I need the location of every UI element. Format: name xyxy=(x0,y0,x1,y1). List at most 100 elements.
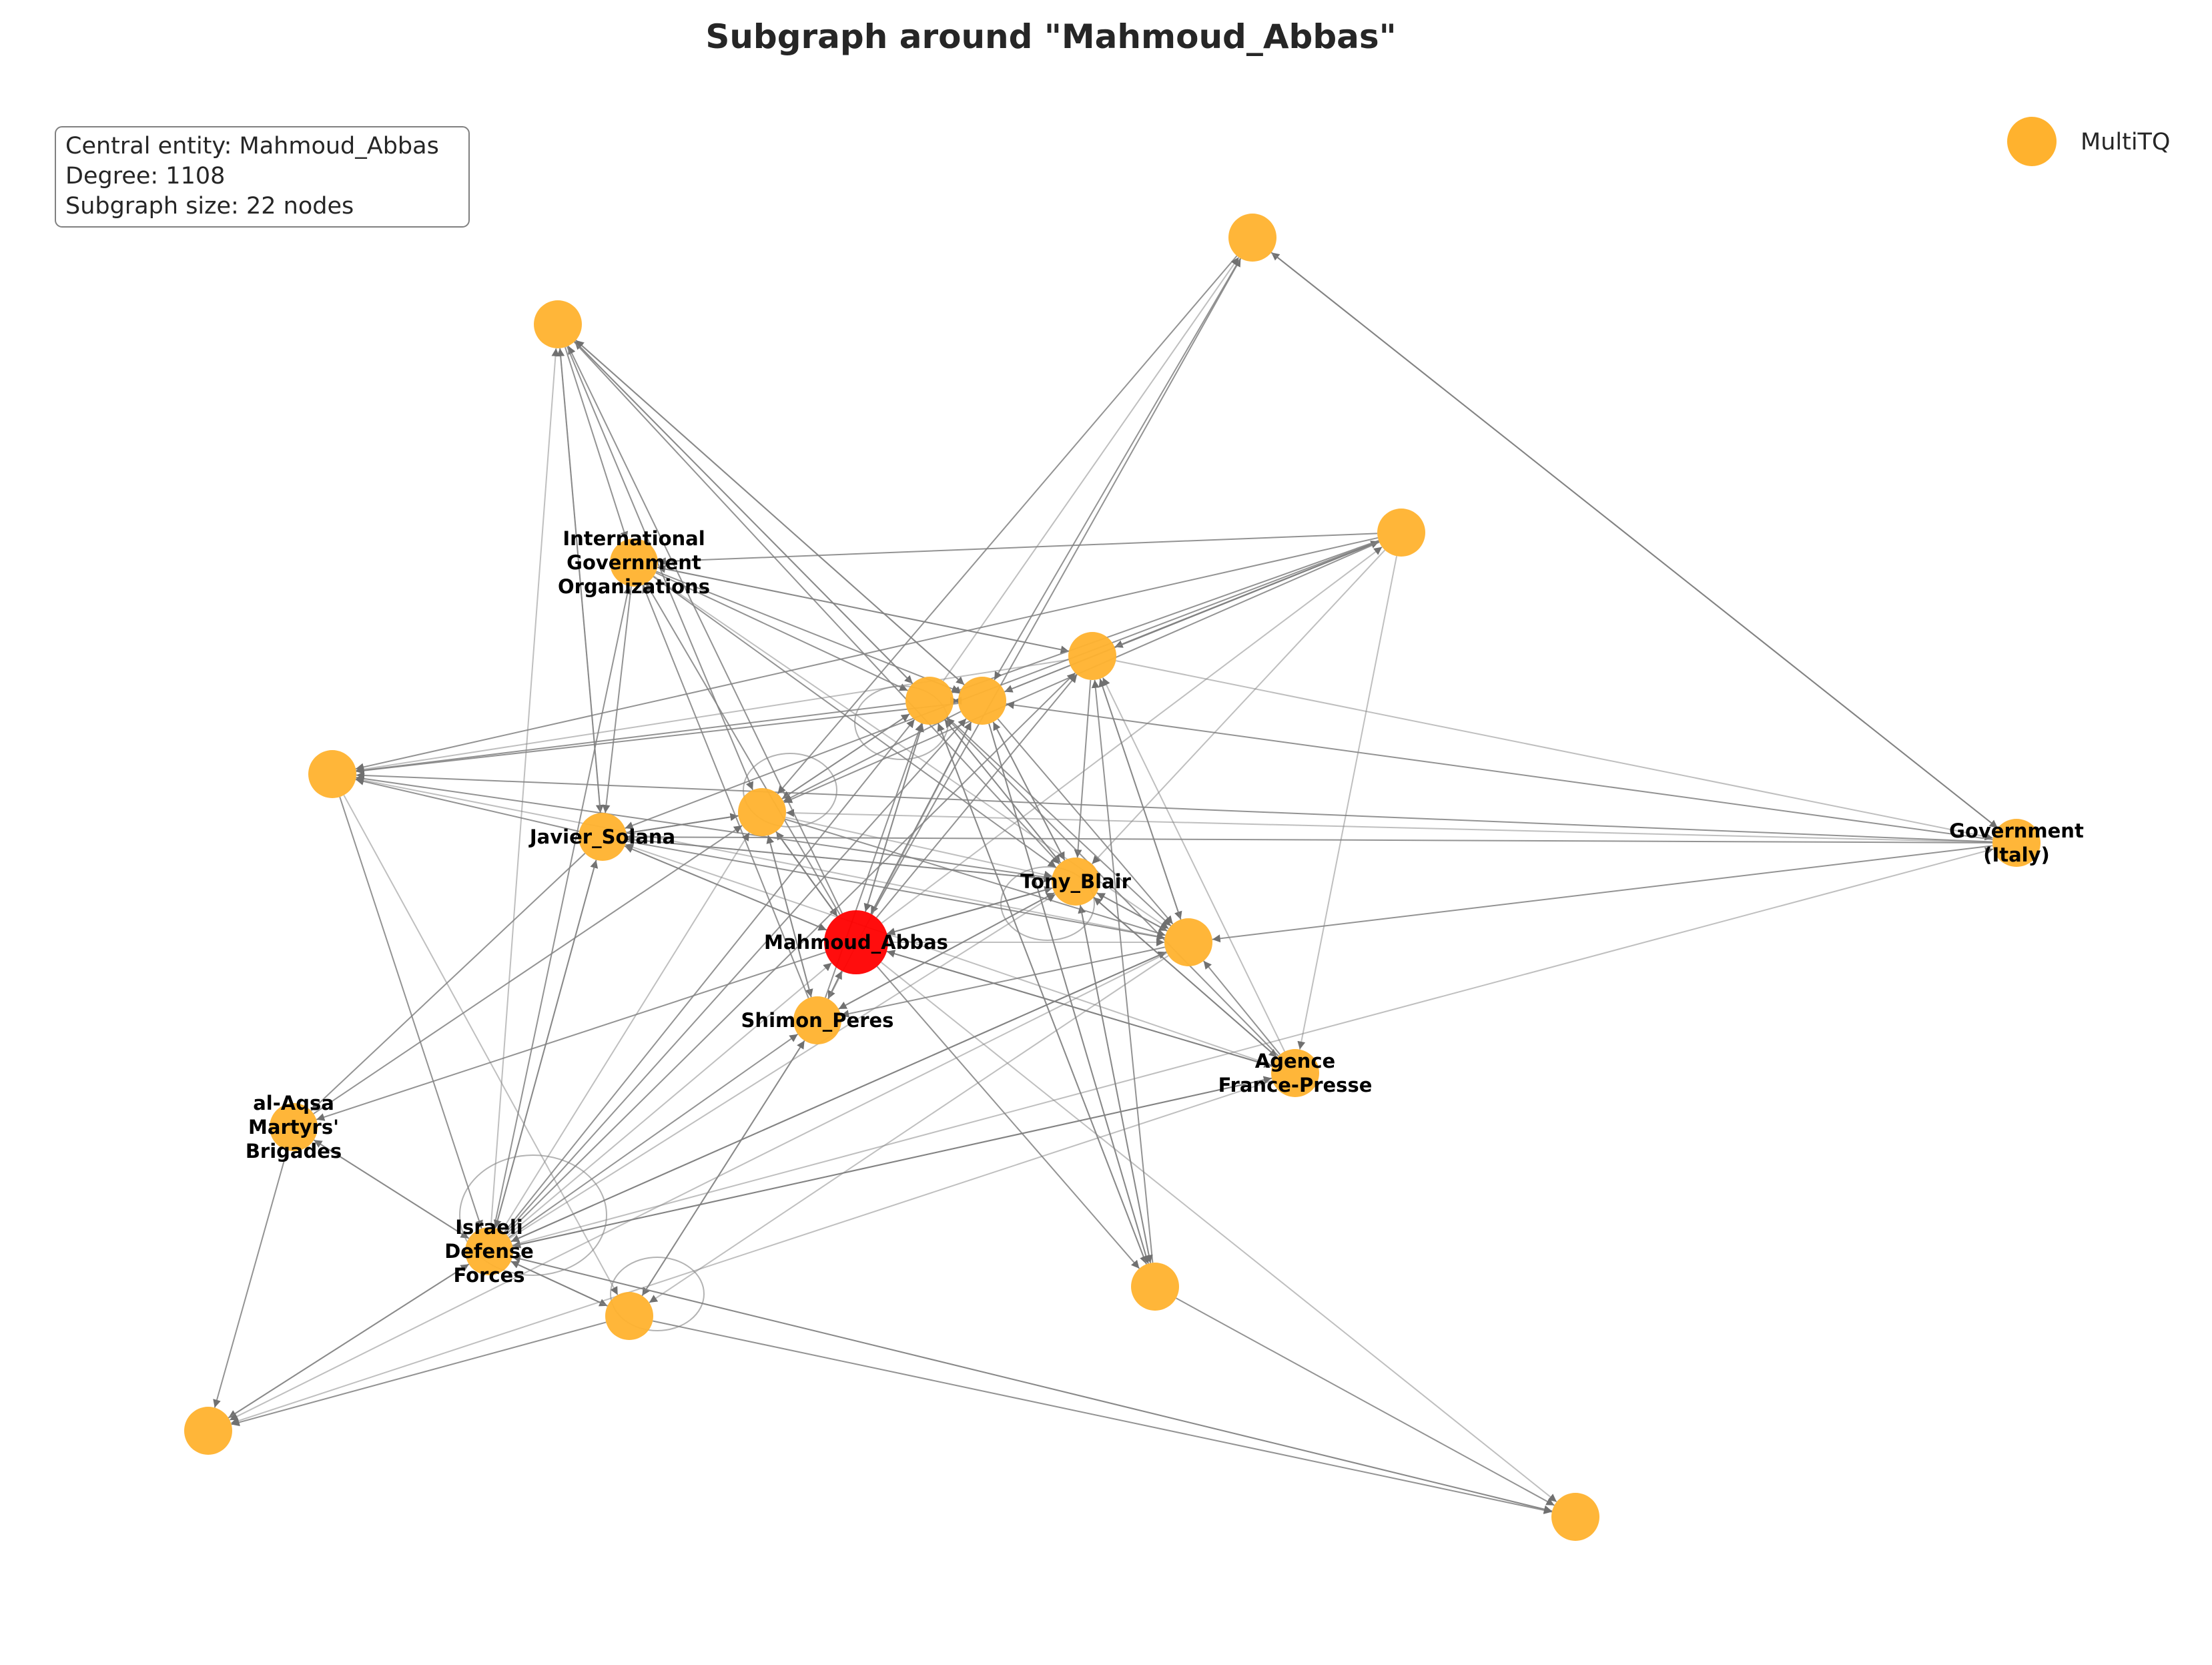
edge-n_right1-to-IGO xyxy=(657,533,1378,566)
node-Javier_Solana xyxy=(579,813,627,861)
info-box: Central entity: Mahmoud_Abbas Degree: 11… xyxy=(55,126,470,228)
edge-Tony_Blair-to-n_left1 xyxy=(356,774,1052,879)
self-loop-Tony_Blair xyxy=(1000,866,1095,941)
node-n_bot2 xyxy=(1131,1263,1179,1311)
edge-Mahmoud_Abbas-to-n_bot2 xyxy=(876,966,1140,1269)
edge-n_top1-to-Gov_Italy xyxy=(1270,252,1998,829)
edge-AlAqsa-to-n_bot3 xyxy=(213,1150,288,1408)
edge-n_mid3-to-n_bot2 xyxy=(988,723,1150,1264)
edges-layer xyxy=(213,252,1998,1514)
edge-AFP-to-n_right2 xyxy=(1202,960,1281,1055)
node-AlAqsa xyxy=(270,1103,318,1151)
edge-n_mid4-to-n_right2 xyxy=(785,818,1166,937)
node-label-AFP: Agence France-Presse xyxy=(1218,1050,1373,1096)
edge-Gov_Italy-to-n_mid3 xyxy=(1006,701,1993,841)
edge-Javier_Solana-to-n_right2 xyxy=(626,840,1165,941)
edge-Tony_Blair-to-Shimon_Peres xyxy=(838,892,1055,1010)
edge-n_top2-to-Tony_Blair xyxy=(573,341,1060,865)
edge-AFP-to-Javier_Solana xyxy=(625,843,1273,1066)
edge-Tony_Blair-to-Mahmoud_Abbas xyxy=(886,887,1053,936)
edge-Gov_Italy-to-n_right2 xyxy=(1212,845,1993,943)
self-loop-n_bot1 xyxy=(610,1257,705,1331)
edge-n_right2-to-n_mid1 xyxy=(1098,678,1182,920)
edge-Mahmoud_Abbas-to-AlAqsa xyxy=(316,952,826,1121)
edge-n_bot2-to-n_bot4 xyxy=(1176,1297,1555,1506)
edge-n_bot1-to-Shimon_Peres xyxy=(641,1040,805,1297)
edge-Shimon_Peres-to-IGO xyxy=(642,585,809,998)
edge-IDF-to-Shimon_Peres xyxy=(508,1033,799,1239)
node-IDF xyxy=(465,1227,513,1275)
edge-n_right2-to-n_bot1 xyxy=(649,955,1169,1303)
edge-n_right2-to-n_bot3 xyxy=(229,952,1168,1421)
node-label-IDF: Israeli Defense Forces xyxy=(444,1216,534,1287)
edge-n_bot4-to-IDF xyxy=(512,1255,1553,1512)
edge-IDF-to-Gov_Italy xyxy=(512,847,1994,1246)
edge-AlAqsa-to-n_mid4 xyxy=(313,825,743,1114)
edge-AFP-to-n_mid2 xyxy=(946,717,1279,1057)
node-n_top1 xyxy=(1228,214,1276,262)
edge-IDF-to-n_mid3 xyxy=(504,718,967,1234)
node-Shimon_Peres xyxy=(793,996,841,1044)
self-loops-layer xyxy=(459,685,1095,1331)
edge-IDF-to-AFP xyxy=(512,1076,1272,1247)
edge-Tony_Blair-to-n_bot2 xyxy=(1079,905,1153,1263)
node-label-Javier_Solana: Javier_Solana xyxy=(528,825,675,848)
edge-n_bot1-to-n_bot4 xyxy=(653,1320,1552,1514)
edge-n_right1-to-Javier_Solana xyxy=(625,540,1379,829)
node-AFP xyxy=(1271,1049,1319,1097)
edge-n_mid2-to-n_right2 xyxy=(946,716,1172,927)
node-Gov_Italy xyxy=(1992,819,2041,867)
info-subgraph-size: Subgraph size: 22 nodes xyxy=(65,193,354,220)
edge-AlAqsa-to-IDF xyxy=(313,1139,470,1239)
edge-Gov_Italy-to-n_mid4 xyxy=(785,809,1993,844)
edge-n_left1-to-IDF xyxy=(339,796,483,1229)
edge-n_top1-to-n_mid4 xyxy=(777,255,1238,795)
edge-n_mid3-to-n_left1 xyxy=(356,703,959,775)
node-n_left1 xyxy=(308,750,356,798)
node-n_mid4 xyxy=(738,788,786,836)
edge-IDF-to-n_mid4 xyxy=(501,832,750,1231)
edge-n_right2-to-Shimon_Peres xyxy=(841,946,1165,1018)
edge-n_mid3-to-n_right2 xyxy=(997,718,1174,925)
edge-IDF-to-Tony_Blair xyxy=(508,894,1056,1239)
node-n_mid1 xyxy=(1068,632,1116,680)
edge-AFP-to-Mahmoud_Abbas xyxy=(886,950,1272,1067)
edge-n_bot1-to-IDF xyxy=(510,1261,608,1307)
edge-Mahmoud_Abbas-to-n_right1 xyxy=(881,546,1383,924)
self-loop-n_mid4 xyxy=(743,753,837,827)
edge-Javier_Solana-to-AlAqsa xyxy=(310,852,586,1112)
edge-n_right1-to-AFP xyxy=(1297,556,1398,1050)
edge-n_mid4-to-n_mid2 xyxy=(781,713,910,799)
edge-AFP-to-Tony_Blair xyxy=(1093,896,1278,1058)
info-central-entity: Central entity: Mahmoud_Abbas xyxy=(65,133,439,159)
edge-Javier_Solana-to-n_mid4 xyxy=(626,813,739,834)
edge-Javier_Solana-to-n_top2 xyxy=(557,348,601,813)
node-n_mid2 xyxy=(905,677,954,725)
edge-Gov_Italy-to-Javier_Solana xyxy=(626,833,1993,844)
legend-marker xyxy=(2007,117,2057,166)
node-n_bot1 xyxy=(605,1292,653,1340)
edge-Mahmoud_Abbas-to-n_bot4 xyxy=(880,962,1557,1503)
edge-IDF-to-n_top2 xyxy=(490,348,560,1228)
node-n_right2 xyxy=(1164,918,1212,966)
nodes-layer xyxy=(184,214,2041,1541)
node-IGO xyxy=(610,539,658,587)
node-n_mid3 xyxy=(958,677,1006,725)
edge-Javier_Solana-to-Mahmoud_Abbas xyxy=(624,845,827,931)
edge-Tony_Blair-to-Javier_Solana xyxy=(626,836,1052,880)
node-Tony_Blair xyxy=(1052,858,1100,906)
edge-IGO-to-Javier_Solana xyxy=(602,586,632,813)
edge-n_bot2-to-n_mid2 xyxy=(937,723,1147,1265)
node-n_top2 xyxy=(534,300,582,348)
edge-IDF-to-n_mid2 xyxy=(503,719,915,1233)
edge-Javier_Solana-to-IDF xyxy=(493,860,597,1229)
edge-n_mid1-to-n_left1 xyxy=(356,659,1069,773)
edge-n_left1-to-n_bot1 xyxy=(343,795,619,1295)
edge-n_top1-to-n_mid3 xyxy=(994,258,1241,681)
edge-n_mid2-to-n_top2 xyxy=(574,340,913,685)
edge-n_right1-to-Tony_Blair xyxy=(1091,549,1386,865)
node-label-AlAqsa: al-Aqsa Martyrs' Brigades xyxy=(246,1092,342,1162)
edge-Mahmoud_Abbas-to-n_mid1 xyxy=(875,674,1078,918)
edge-n_right1-to-n_mid2 xyxy=(952,540,1379,694)
